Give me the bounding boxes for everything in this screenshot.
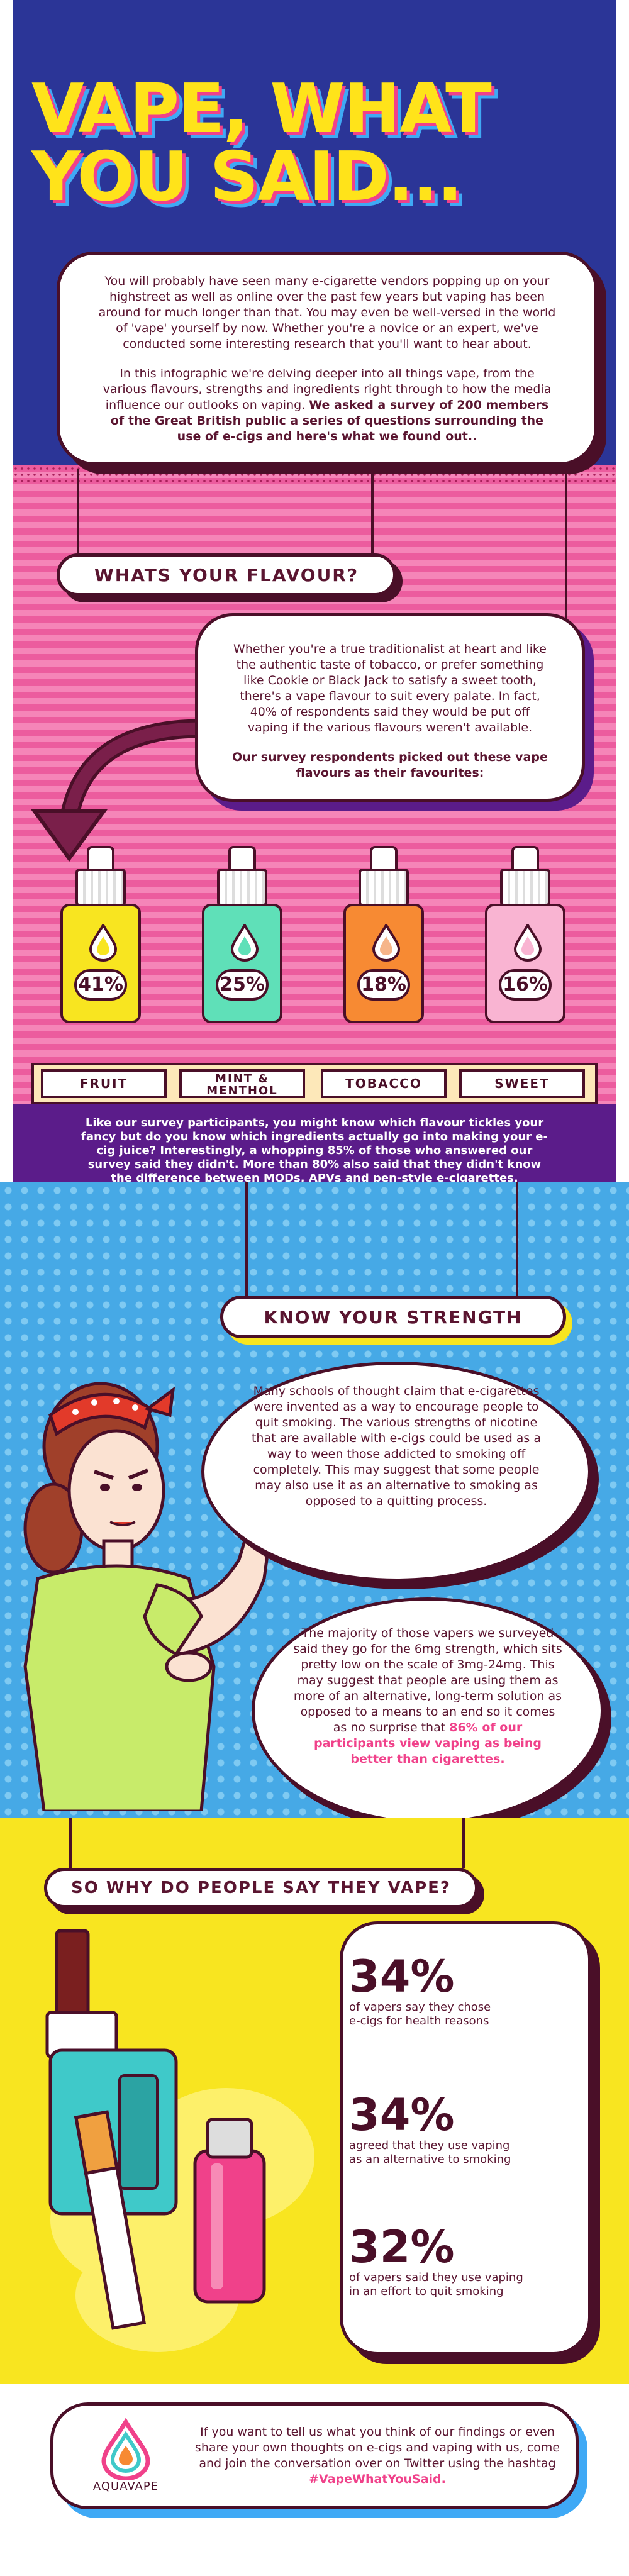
strength-top-text: Many schools of thought claim that e-cig…: [251, 1384, 542, 1508]
connector-line: [69, 1818, 72, 1868]
strength-bubble-top: Many schools of thought claim that e-cig…: [201, 1362, 591, 1582]
intro-bubble-front: You will probably have seen many e-cigar…: [57, 252, 598, 465]
bottle-cap: [511, 846, 539, 871]
bottle-fruit: 41%: [57, 846, 145, 1028]
intro-paragraph-2-front: In this infographic we're delving deeper…: [97, 366, 557, 445]
stat-desc-line-2: in an effort to quit smoking: [349, 2285, 504, 2298]
page-title: VAPE, WHAT YOU SAID...: [31, 75, 598, 211]
bottle-body: 41%: [60, 904, 141, 1023]
aquavape-logo: AQUAVAPE: [79, 2417, 173, 2499]
stat-value: 34%: [349, 2089, 455, 2141]
stat-value: 32%: [349, 2221, 455, 2273]
logo-text: AQUAVAPE: [92, 2480, 159, 2493]
footer-bubble: AQUAVAPE If you want to tell us what you…: [50, 2402, 579, 2509]
title-line-1: VAPE, WHAT: [31, 70, 492, 148]
stat-desc-line-1: of vapers say they chose: [349, 2001, 491, 2014]
connector-line: [565, 469, 567, 623]
percentage-label: 16%: [499, 969, 552, 1001]
label-line-2: MENTHOL: [206, 1084, 278, 1097]
bottle-cap: [87, 846, 114, 871]
connector-line: [516, 1182, 518, 1302]
bottle-neck: [500, 869, 550, 906]
strength-bottom-text: The majority of those vapers we surveyed…: [293, 1626, 562, 1735]
strength-heading: KNOW YOUR STRENGTH: [220, 1296, 566, 1338]
bottle-sweet: 16%: [481, 846, 569, 1028]
bottle-body: 25%: [202, 904, 282, 1023]
droplet-icon: [89, 924, 117, 962]
percentage-label: 41%: [74, 969, 127, 1001]
percentage-label: 18%: [357, 969, 410, 1001]
strength-bubble-bottom: The majority of those vapers we surveyed…: [252, 1597, 604, 1824]
why-heading: SO WHY DO PEOPLE SAY THEY VAPE?: [44, 1868, 478, 1908]
vape-illustration: [45, 1929, 266, 2330]
stat-desc-line-1: of vapers said they use vaping: [349, 2271, 523, 2284]
connector-line: [371, 469, 374, 553]
label-line-1: MINT &: [215, 1072, 269, 1085]
bottle-neck: [217, 869, 267, 906]
logo-drops-icon: [101, 2418, 150, 2481]
flavour-label-fruit: FRUIT: [41, 1069, 167, 1098]
bottle-cap: [370, 846, 398, 871]
bottle-neck: [359, 869, 409, 906]
droplet-icon: [514, 924, 542, 962]
ingredients-text: Like our survey participants, you might …: [81, 1116, 548, 1185]
bottle-tobacco: 18%: [340, 846, 428, 1028]
flavour-paragraph-1: Whether you're a true traditionalist at …: [233, 642, 547, 735]
bottle-neck: [75, 869, 126, 906]
hashtag-link[interactable]: #VapeWhatYouSaid.: [309, 2472, 446, 2486]
connector-line: [245, 1182, 248, 1302]
why-stats-bubble: 34% of vapers say they chose e-cigs for …: [340, 1921, 591, 2355]
flavour-heading: WHATS YOUR FLAVOUR?: [57, 553, 396, 596]
intro-p2-bold-front: We asked a survey of 200 members of the …: [110, 398, 549, 443]
droplet-icon: [372, 924, 400, 962]
bottle-mint-menthol: 25%: [198, 846, 286, 1028]
connector-line: [77, 469, 79, 553]
stat-desc-line-2: e-cigs for health reasons: [349, 2014, 489, 2028]
dotted-border: [13, 465, 616, 484]
stat-quit: 32% of vapers said they use vaping in an…: [343, 2223, 588, 2299]
droplet-icon: [231, 924, 259, 962]
title-line-2: YOU SAID...: [31, 138, 463, 216]
ingredients-band: Like our survey participants, you might …: [13, 1104, 616, 1185]
intro-paragraph-1-front: You will probably have seen many e-cigar…: [98, 274, 556, 351]
flavour-paragraph-2: Our survey respondents picked out these …: [232, 750, 548, 780]
stat-alternative: 34% agreed that they use vaping as an al…: [343, 2091, 588, 2167]
bottle-body: 16%: [485, 904, 565, 1023]
flavour-label-sweet: SWEET: [459, 1069, 585, 1098]
connector-line: [462, 1818, 465, 1868]
stat-health: 34% of vapers say they chose e-cigs for …: [343, 1953, 588, 2028]
bottle-body: 18%: [343, 904, 424, 1023]
footer-text: If you want to tell us what you think of…: [192, 2424, 563, 2487]
flavour-text-bubble: Whether you're a true traditionalist at …: [195, 613, 585, 802]
strength-bottom-paragraph: The majority of those vapers we surveyed…: [292, 1626, 563, 1767]
percentage-label: 25%: [216, 969, 269, 1001]
curved-arrow-icon: [31, 719, 233, 862]
flavour-label-tobacco: TOBACCO: [321, 1069, 447, 1098]
stat-desc-line-1: agreed that they use vaping: [349, 2139, 510, 2152]
stat-desc-line-2: as an alternative to smoking: [349, 2153, 511, 2166]
strength-highlight: 86% of our participants view vaping as b…: [313, 1721, 542, 1766]
woman-illustration: [23, 1382, 282, 1811]
bottle-cap: [228, 846, 256, 871]
stat-value: 34%: [349, 1951, 455, 2002]
flavour-label-mint-menthol: MINT & MENTHOL: [179, 1069, 305, 1098]
footer-message: If you want to tell us what you think of…: [194, 2425, 560, 2470]
intro-p2-text-front: In this infographic we're delving deeper…: [103, 367, 552, 412]
